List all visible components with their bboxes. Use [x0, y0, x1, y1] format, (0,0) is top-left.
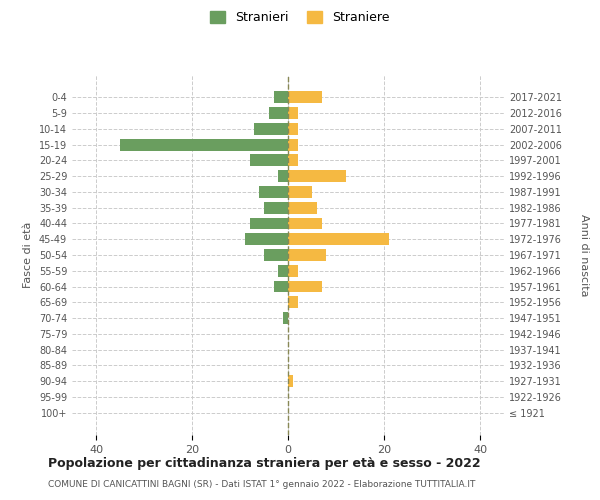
- Bar: [288, 186, 312, 198]
- Bar: [288, 92, 322, 103]
- Y-axis label: Anni di nascita: Anni di nascita: [578, 214, 589, 296]
- Bar: [120, 138, 288, 150]
- Bar: [245, 234, 288, 245]
- Bar: [288, 376, 293, 387]
- Text: Popolazione per cittadinanza straniera per età e sesso - 2022: Popolazione per cittadinanza straniera p…: [48, 458, 481, 470]
- Bar: [288, 280, 322, 292]
- Bar: [283, 312, 288, 324]
- Bar: [288, 170, 346, 182]
- Bar: [274, 92, 288, 103]
- Bar: [274, 280, 288, 292]
- Text: COMUNE DI CANICATTINI BAGNI (SR) - Dati ISTAT 1° gennaio 2022 - Elaborazione TUT: COMUNE DI CANICATTINI BAGNI (SR) - Dati …: [48, 480, 475, 489]
- Y-axis label: Fasce di età: Fasce di età: [23, 222, 33, 288]
- Bar: [269, 107, 288, 119]
- Bar: [259, 186, 288, 198]
- Bar: [288, 202, 317, 213]
- Bar: [250, 154, 288, 166]
- Bar: [288, 249, 326, 261]
- Bar: [288, 234, 389, 245]
- Bar: [288, 218, 322, 230]
- Bar: [288, 138, 298, 150]
- Bar: [250, 218, 288, 230]
- Bar: [288, 154, 298, 166]
- Legend: Stranieri, Straniere: Stranieri, Straniere: [205, 6, 395, 29]
- Bar: [288, 107, 298, 119]
- Bar: [264, 249, 288, 261]
- Bar: [288, 296, 298, 308]
- Bar: [278, 265, 288, 276]
- Bar: [264, 202, 288, 213]
- Bar: [278, 170, 288, 182]
- Bar: [288, 123, 298, 134]
- Bar: [254, 123, 288, 134]
- Bar: [288, 265, 298, 276]
